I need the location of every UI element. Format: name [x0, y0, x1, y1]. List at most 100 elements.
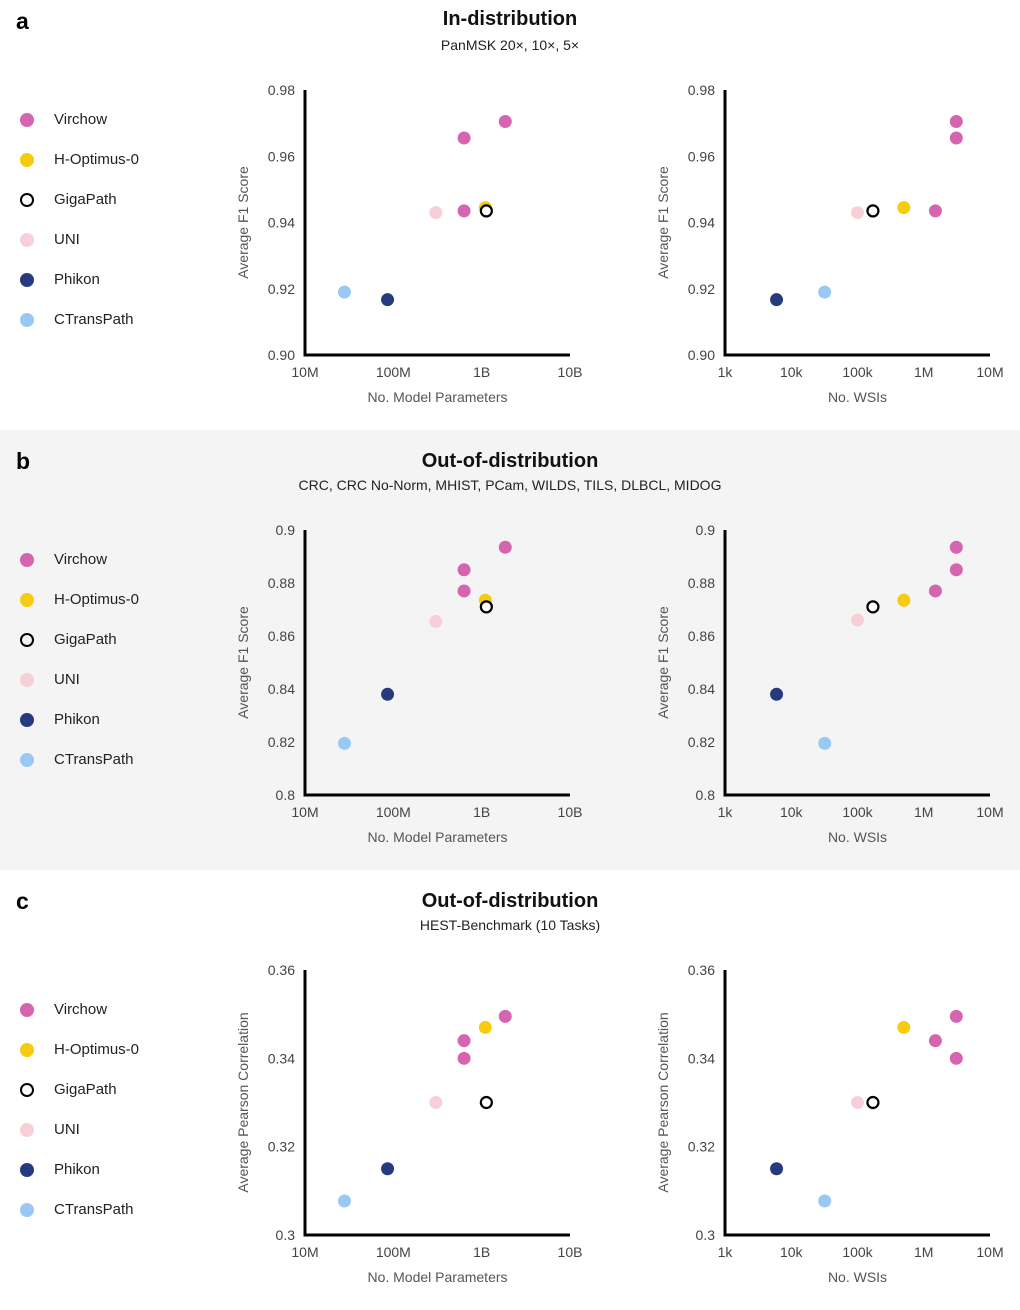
x-tick-label: 100k: [842, 804, 873, 820]
y-tick-label: 0.98: [688, 82, 715, 98]
panel-subtitle: CRC, CRC No-Norm, MHIST, PCam, WILDS, TI…: [298, 477, 722, 493]
legend-item-ctranspath: CTransPath: [18, 310, 188, 330]
legend-item-h-optimus-0: H-Optimus-0: [18, 1040, 188, 1060]
legend-label: Phikon: [54, 271, 100, 288]
panel-a: a In-distribution PanMSK 20×, 10×, 5× Vi…: [0, 0, 1020, 440]
legend-marker-icon: [20, 113, 34, 127]
legend-label: GigaPath: [54, 191, 117, 208]
x-tick-label: 10M: [976, 1244, 1003, 1260]
y-axis-label: Average Pearson Correlation: [235, 1012, 251, 1192]
x-axis-label: No. Model Parameters: [367, 1269, 507, 1285]
legend-marker-icon: [20, 593, 34, 607]
data-point-virchow: [928, 584, 942, 598]
data-point-ctranspath: [337, 736, 351, 750]
y-tick-label: 0.8: [276, 787, 296, 803]
y-tick-label: 0.94: [268, 215, 295, 231]
legend-item-phikon: Phikon: [18, 710, 188, 730]
scatter-chart-wsis: 0.8 0.82 0.84 0.86 0.88 0.9 1k 10k 100k 1M 10M No. …: [655, 522, 1004, 845]
legend-item-uni: UNI: [18, 230, 188, 250]
legend-label: Phikon: [54, 1161, 100, 1178]
legend-item-ctranspath: CTransPath: [18, 750, 188, 770]
legend-label: CTransPath: [54, 311, 134, 328]
x-tick-label: 10B: [558, 804, 583, 820]
legend-marker-icon: [20, 193, 34, 207]
y-tick-label: 0.90: [688, 347, 715, 363]
panel-letter: c: [16, 888, 29, 914]
data-point-gigapath: [479, 204, 493, 218]
legend-marker-icon: [20, 753, 34, 767]
legend-marker-icon: [20, 273, 34, 287]
data-point-ctranspath: [818, 285, 832, 299]
data-point-virchow: [928, 204, 942, 218]
data-point-virchow: [949, 131, 963, 145]
x-tick-label: 1B: [473, 804, 490, 820]
panel-letter: b: [16, 448, 31, 474]
data-point-virchow: [457, 1051, 471, 1065]
data-point-virchow: [949, 563, 963, 577]
data-point-ctranspath: [818, 736, 832, 750]
legend-item-h-optimus-0: H-Optimus-0: [18, 150, 188, 170]
legend-label: CTransPath: [54, 751, 134, 768]
data-point-virchow: [457, 584, 471, 598]
data-point-gigapath: [479, 600, 493, 614]
legend-label: GigaPath: [54, 631, 117, 648]
scatter-chart-params: 0.90 0.92 0.94 0.96 0.98 10M 100M 1B 10B No. Mode…: [235, 82, 583, 405]
legend-item-virchow: Virchow: [18, 110, 188, 130]
x-tick-label: 10M: [291, 1244, 318, 1260]
legend-item-virchow: Virchow: [18, 550, 188, 570]
x-axis-label: No. Model Parameters: [367, 389, 507, 405]
y-tick-label: 0.88: [688, 575, 715, 591]
legend-label: UNI: [54, 231, 80, 248]
y-tick-label: 0.3: [696, 1227, 716, 1243]
data-point-phikon: [770, 1162, 784, 1176]
y-tick-label: 0.92: [688, 281, 715, 297]
y-tick-label: 0.86: [268, 628, 295, 644]
y-axis-label: Average F1 Score: [235, 166, 251, 279]
y-tick-label: 0.9: [276, 522, 296, 538]
x-axis-label: No. WSIs: [828, 1269, 887, 1285]
x-tick-label: 10B: [558, 364, 583, 380]
legend-item-ctranspath: CTransPath: [18, 1200, 188, 1220]
legend-marker-icon: [20, 713, 34, 727]
y-tick-label: 0.32: [268, 1139, 295, 1155]
legend-label: UNI: [54, 671, 80, 688]
legend-item-uni: UNI: [18, 670, 188, 690]
data-point-gigapath: [866, 600, 880, 614]
y-tick-label: 0.90: [268, 347, 295, 363]
y-tick-label: 0.98: [268, 82, 295, 98]
panel-title: Out-of-distribution: [421, 450, 599, 472]
legend-label: UNI: [54, 1121, 80, 1138]
data-point-phikon: [381, 1162, 395, 1176]
x-tick-label: 1B: [473, 364, 490, 380]
legend-marker-icon: [20, 673, 34, 687]
data-point-ctranspath: [818, 1194, 832, 1208]
x-tick-label: 100k: [842, 1244, 873, 1260]
scatter-chart-params: 0.3 0.32 0.34 0.36 10M 100M 1B 10B No. Model Par…: [235, 962, 582, 1285]
x-tick-label: 1k: [718, 804, 734, 820]
legend-marker-icon: [20, 1083, 34, 1097]
y-axis-label: Average F1 Score: [655, 166, 671, 279]
x-tick-label: 1k: [718, 1244, 734, 1260]
y-tick-label: 0.86: [688, 628, 715, 644]
y-tick-label: 0.82: [268, 734, 295, 750]
x-tick-label: 10M: [976, 804, 1003, 820]
legend-marker-icon: [20, 233, 34, 247]
data-point-uni: [429, 614, 443, 628]
panel-letter: a: [16, 8, 29, 34]
x-tick-label: 10k: [780, 804, 804, 820]
legend-item-phikon: Phikon: [18, 270, 188, 290]
data-point-virchow: [498, 540, 512, 554]
data-point-ctranspath: [337, 1194, 351, 1208]
panel-c: c Out-of-distribution HEST-Benchmark (10…: [0, 870, 1020, 1310]
data-point-virchow: [949, 114, 963, 128]
legend-label: Virchow: [54, 551, 108, 568]
data-point-gigapath: [479, 1095, 493, 1110]
legend-marker-icon: [20, 153, 34, 167]
data-point-virchow: [457, 1034, 471, 1048]
data-point-uni: [429, 206, 443, 220]
x-tick-label: 10k: [780, 364, 804, 380]
data-point-ctranspath: [337, 285, 351, 299]
y-tick-label: 0.82: [688, 734, 715, 750]
y-tick-label: 0.84: [268, 681, 295, 697]
legend-item-virchow: Virchow: [18, 1000, 188, 1020]
